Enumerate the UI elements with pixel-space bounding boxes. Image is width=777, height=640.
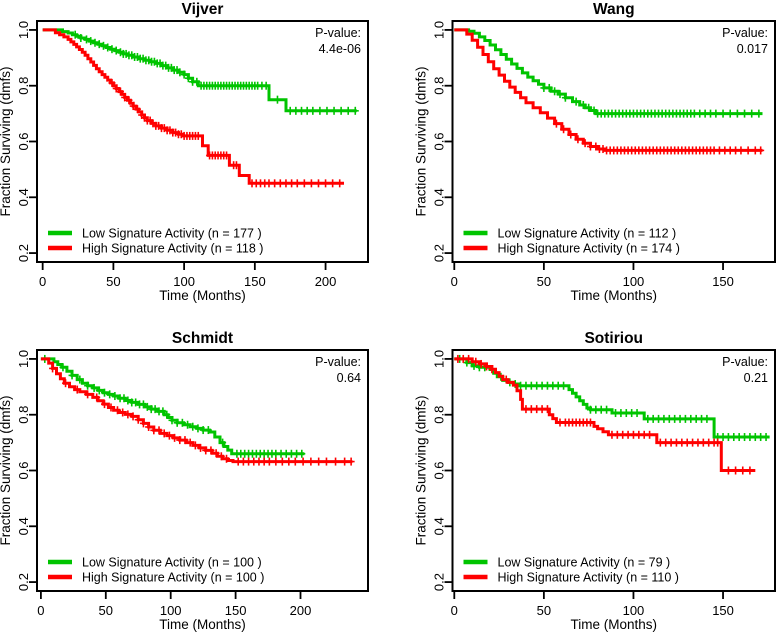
x-axis-title: Time (Months) [159,617,246,632]
y-tick-label: 0.6 [432,461,447,479]
x-tick-label: 50 [537,603,551,618]
plot-box [451,20,776,263]
y-tick-label: 0.2 [16,244,31,262]
vijver-low-censor-marks [71,30,359,115]
sotiriou-low-curve [454,357,770,439]
pvalue-value: 0.64 [337,371,361,385]
panel-title: Wang [593,1,635,18]
y-tick-label: 1.0 [432,21,447,39]
pvalue-label: P-value: [315,355,361,369]
x-tick-label: 150 [712,274,734,289]
x-tick-label: 200 [290,603,312,618]
panel-title: Schmidt [172,330,233,347]
plot-box [451,349,776,592]
vijver-high-censor-marks [108,78,344,188]
x-tick-label: 150 [225,603,247,618]
x-tick-label: 50 [537,274,551,289]
y-tick-label: 0.8 [16,406,31,424]
y-tick-label: 0.8 [16,77,31,95]
y-tick-label: 0.6 [432,132,447,150]
panel-wang: 0 50 100 150 0.2 0.4 0.6 0.8 1.0 Time (Months) Fra… [414,1,776,303]
schmidt-low-censor-marks [41,354,306,458]
x-tick-label: 200 [315,274,337,289]
legend-label-low: Low Signature Activity (n = 79 ) [498,556,671,570]
y-tick-label: 1.0 [16,21,31,39]
pvalue-value: 0.017 [737,42,768,56]
x-tick-label: 100 [623,274,645,289]
y-tick-label: 0.2 [432,244,447,262]
y-tick-label: 0.2 [16,573,31,591]
y-tick-label: 0.4 [16,188,31,206]
vijver-legend: Low Signature Activity (n = 177 )High Si… [48,227,263,256]
y-tick-label: 0.4 [16,517,31,535]
schmidt-low-curve [40,357,305,456]
x-tick-label: 100 [623,603,645,618]
sotiriou-legend: Low Signature Activity (n = 79 )High Sig… [463,556,679,585]
y-axis-title: Fraction Surviving (dmfs) [0,66,13,216]
panel-sotiriou: 0 50 100 150 0.2 0.4 0.6 0.8 1.0 Time (Months) Fra… [414,330,776,632]
legend-label-low: Low Signature Activity (n = 100 ) [82,556,262,570]
wang-legend: Low Signature Activity (n = 112 )High Si… [463,227,680,256]
y-tick-label: 0.8 [432,406,447,424]
y-tick-label: 0.6 [16,461,31,479]
pvalue-label: P-value: [315,26,361,40]
x-tick-label: 50 [106,274,120,289]
y-tick-label: 0.8 [432,77,447,95]
pvalue-label: P-value: [722,26,768,40]
pvalue-value: 0.21 [744,371,768,385]
schmidt-high-censor-marks [49,364,355,466]
x-tick-label: 150 [712,603,734,618]
y-tick-label: 0.6 [16,132,31,150]
sotiriou-high-curve [454,357,756,472]
x-axis-title: Time (Months) [159,288,246,303]
legend-label-low: Low Signature Activity (n = 177 ) [82,227,262,241]
schmidt-legend: Low Signature Activity (n = 100 )High Si… [48,556,264,585]
x-tick-label: 100 [173,274,195,289]
wang-high-censor-marks [552,119,765,155]
panel-title: Sotiriou [584,330,643,347]
vijver-low-curve [42,28,357,113]
y-tick-label: 1.0 [432,350,447,368]
x-tick-label: 0 [451,274,458,289]
wang-low-censor-marks [540,83,763,118]
x-tick-label: 50 [99,603,113,618]
legend-label-high: High Signature Activity (n = 118 ) [82,242,263,256]
vijver-high-curve [42,28,344,185]
y-tick-label: 0.4 [432,188,447,206]
plot-box [36,349,369,592]
y-axis-title: Fraction Surviving (dmfs) [414,66,429,216]
pvalue-label: P-value: [722,355,768,369]
plot-box [36,20,369,263]
x-tick-label: 0 [451,603,458,618]
panel-schmidt: 0 50 100 150 200 0.2 0.4 0.6 0.8 1.0 Time (Months)… [0,330,369,632]
wang-low-curve [454,28,763,116]
x-tick-label: 100 [160,603,182,618]
panel-title: Vijver [182,1,224,18]
legend-label-high: High Signature Activity (n = 110 ) [498,571,679,585]
y-tick-label: 0.2 [432,573,447,591]
y-tick-label: 1.0 [16,350,31,368]
y-axis-title: Fraction Surviving (dmfs) [0,395,13,545]
x-tick-label: 0 [39,274,46,289]
pvalue-value: 4.4e-06 [319,42,361,56]
legend-label-low: Low Signature Activity (n = 112 ) [498,227,677,241]
sotiriou-high-censor-marks [454,354,754,475]
x-axis-title: Time (Months) [570,617,657,632]
y-axis-title: Fraction Surviving (dmfs) [414,395,429,545]
sotiriou-low-censor-marks [456,354,770,442]
legend-label-high: High Signature Activity (n = 174 ) [498,242,680,256]
legend-label-high: High Signature Activity (n = 100 ) [82,571,264,585]
wang-high-curve [454,28,763,152]
panel-vijver: 0 50 100 150 200 0.2 0.4 0.6 0.8 1.0 Time (Months)… [0,1,369,303]
x-tick-label: 0 [37,603,44,618]
x-tick-label: 150 [244,274,266,289]
x-axis-title: Time (Months) [570,288,657,303]
y-tick-label: 0.4 [432,517,447,535]
